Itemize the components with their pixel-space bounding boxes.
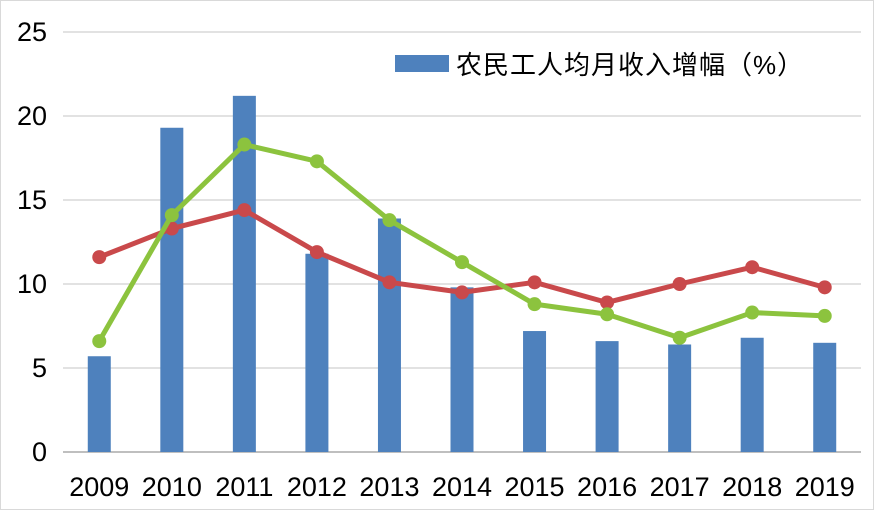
red-line-marker-2009 — [92, 250, 107, 265]
red-line-marker-2011 — [237, 203, 252, 218]
y-axis-tick-label: 25 — [17, 17, 47, 47]
green-line-marker-2011 — [237, 137, 252, 152]
bar-2012 — [305, 253, 329, 452]
red-line-marker-2016 — [600, 295, 615, 310]
y-axis-tick-label: 15 — [17, 185, 47, 215]
x-axis-tick-label: 2014 — [432, 472, 492, 502]
bar-2014 — [450, 287, 474, 452]
red-line-marker-2019 — [817, 280, 832, 295]
x-axis-tick-label: 2013 — [359, 472, 419, 502]
bar-2010 — [160, 127, 184, 452]
red-line-marker-2012 — [309, 245, 324, 260]
x-axis-tick-label: 2015 — [505, 472, 565, 502]
x-axis-tick-label: 2019 — [795, 472, 855, 502]
green-line-marker-2014 — [455, 255, 469, 270]
legend-label: 农民工人均月收入增幅（%） — [456, 49, 805, 80]
y-axis-tick-label: 10 — [17, 269, 47, 299]
red-line-marker-2017 — [672, 277, 687, 291]
bar-2011 — [232, 95, 256, 452]
x-axis-tick-label: 2016 — [577, 472, 637, 502]
green-line-marker-2013 — [382, 213, 397, 228]
x-axis-tick-label: 2017 — [650, 472, 710, 502]
bar-2017 — [668, 344, 692, 452]
red-line-marker-2018 — [745, 260, 760, 275]
bar-2018 — [740, 337, 764, 452]
red-line-marker-2015 — [527, 275, 542, 290]
x-axis-tick-label: 2018 — [722, 472, 782, 502]
green-line-marker-2019 — [817, 308, 832, 323]
bar-2009 — [87, 356, 111, 452]
green-line-marker-2009 — [92, 334, 107, 349]
y-axis-tick-label: 0 — [32, 437, 47, 467]
y-axis-tick-label: 5 — [32, 353, 47, 383]
green-line-marker-2017 — [672, 330, 687, 345]
x-axis-tick-label: 2012 — [287, 472, 347, 502]
bar-2016 — [595, 341, 619, 452]
x-axis-tick-label: 2009 — [69, 472, 129, 502]
green-line-marker-2015 — [527, 297, 542, 312]
green-line-marker-2016 — [600, 307, 615, 322]
bar-2019 — [813, 342, 837, 452]
x-axis-tick-label: 2011 — [215, 472, 273, 502]
bar-2013 — [377, 218, 401, 452]
green-line-marker-2018 — [745, 305, 760, 320]
bar-2015 — [523, 331, 547, 452]
legend-swatch-icon — [395, 54, 449, 72]
y-axis-tick-label: 20 — [17, 101, 47, 131]
green-line-marker-2012 — [309, 154, 324, 169]
x-axis-tick-label: 2010 — [142, 472, 202, 502]
red-line-marker-2013 — [382, 275, 397, 290]
red-line-marker-2014 — [455, 285, 469, 300]
green-line-marker-2010 — [164, 208, 179, 223]
legend: 农民工人均月收入增幅（%） — [395, 49, 804, 80]
